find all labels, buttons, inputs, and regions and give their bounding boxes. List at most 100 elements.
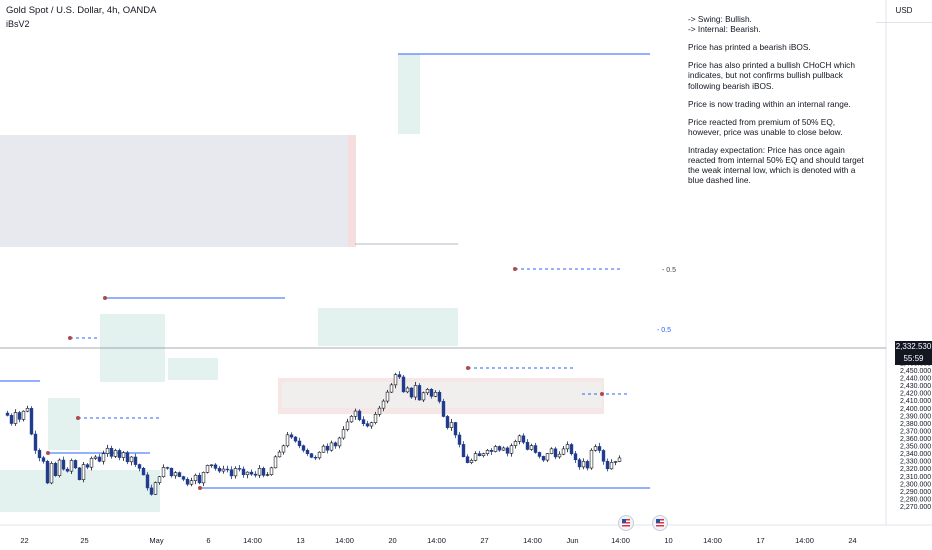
- candle-bear: [117, 450, 122, 458]
- candle-bull: [473, 453, 478, 461]
- candle-bear: [437, 392, 442, 402]
- candle-bull: [205, 465, 210, 473]
- candle-bear: [133, 456, 138, 465]
- us-flag-icon[interactable]: [618, 515, 634, 531]
- candle-bull: [277, 451, 282, 458]
- candle-bull: [113, 450, 118, 457]
- time-tick-label: 17: [756, 536, 764, 545]
- candle-bear: [525, 442, 530, 450]
- current-price-value: 2,332.530: [895, 342, 932, 351]
- internal-note: -> Internal: Bearish.: [688, 24, 761, 35]
- candle-bear: [241, 468, 246, 475]
- note-choch-line: Price has also printed a bullish CHoCH w…: [688, 60, 855, 71]
- time-tick-label: 27: [480, 536, 488, 545]
- candle-bear: [429, 389, 434, 397]
- price-tick-label: 2,300.000: [900, 481, 931, 488]
- candle-bull: [609, 462, 614, 470]
- us-flag-icon[interactable]: [652, 515, 668, 531]
- candle-bear: [305, 449, 310, 454]
- bar-countdown: 55:59: [903, 354, 924, 363]
- candle-bull: [389, 384, 394, 393]
- pivot-dot: [76, 416, 80, 420]
- candle-bull: [373, 413, 378, 424]
- candle-bull: [129, 456, 134, 463]
- pivot-dot: [600, 392, 604, 396]
- candle-bear: [145, 474, 150, 489]
- candle-bear: [37, 450, 42, 459]
- price-tick-label: 2,310.000: [900, 474, 931, 481]
- candle-bull: [173, 472, 178, 477]
- candle-bull: [413, 385, 418, 398]
- candle-bull: [221, 468, 226, 472]
- price-tick-label: 2,430.000: [900, 383, 931, 390]
- candle-bull: [517, 435, 522, 442]
- candle-bear: [293, 436, 298, 442]
- time-tick-label: May: [149, 536, 163, 545]
- candle-bear: [181, 476, 186, 480]
- candle-bull: [369, 422, 374, 427]
- time-tick-label: 22: [20, 536, 28, 545]
- candle-bear: [73, 460, 78, 469]
- candles: [5, 371, 622, 496]
- candle-bull: [257, 468, 262, 476]
- time-tick-label: 6: [206, 536, 210, 545]
- note-eq-line: Price reacted from premium of 50% EQ,: [688, 116, 836, 127]
- candle-bear: [61, 459, 66, 470]
- note-range: Price is now trading within an internal …: [688, 98, 851, 109]
- current-price-tag: 2,332.530 55:59: [895, 341, 932, 365]
- candle-bear: [289, 434, 294, 438]
- candle-bull: [89, 458, 94, 468]
- time-tick-label: 14:00: [611, 536, 630, 545]
- candle-bear: [41, 457, 46, 462]
- candle-bear: [553, 448, 558, 458]
- candle-bull: [509, 445, 514, 454]
- time-tick-label: 20: [388, 536, 396, 545]
- eq-label-1: - 0.5: [662, 267, 676, 274]
- candle-bear: [213, 464, 218, 469]
- candle-bear: [361, 419, 366, 424]
- candle-bull: [273, 456, 278, 469]
- candle-bear: [453, 422, 458, 436]
- pivot-dot: [466, 366, 470, 370]
- candle-bear: [85, 464, 90, 468]
- note-expect-line: the weak internal low, which is denoted …: [688, 165, 856, 176]
- currency-label[interactable]: USD: [876, 0, 932, 23]
- price-tick-label: 2,410.000: [900, 398, 931, 405]
- candle-bull: [617, 457, 622, 462]
- candle-bull: [69, 460, 74, 472]
- demand-zone-left2: [168, 358, 218, 380]
- time-tick-label: 14:00: [703, 536, 722, 545]
- price-tick-label: 2,420.000: [900, 391, 931, 398]
- candle-bear: [197, 474, 202, 484]
- candle-bear: [33, 433, 38, 451]
- candle-bull: [153, 482, 158, 495]
- candle-bull: [345, 421, 350, 430]
- candle-bull: [549, 448, 554, 454]
- time-tick-label: 13: [296, 536, 304, 545]
- candle-bull: [201, 472, 206, 484]
- candle-bear: [605, 460, 610, 470]
- candle-bull: [613, 461, 618, 463]
- candle-bear: [217, 468, 222, 472]
- symbol-title[interactable]: Gold Spot / U.S. Dollar, 4h, OANDA: [6, 5, 157, 16]
- price-tick-label: 2,340.000: [900, 451, 931, 458]
- note-ibos: Price has printed a bearish iBOS.: [688, 42, 811, 53]
- candle-bear: [137, 464, 142, 469]
- candle-bull: [501, 447, 506, 451]
- candle-bear: [177, 472, 182, 477]
- candle-bear: [297, 440, 302, 447]
- candle-bull: [493, 446, 498, 452]
- candle-bull: [425, 389, 430, 394]
- candle-bear: [249, 471, 254, 475]
- price-tick-label: 2,440.000: [900, 376, 931, 383]
- time-tick-label: 14:00: [523, 536, 542, 545]
- candle-bull: [285, 434, 290, 447]
- candle-bear: [601, 450, 606, 462]
- candle-bull: [233, 468, 238, 477]
- candle-bull: [405, 387, 410, 393]
- indicator-name[interactable]: iBsV2: [6, 19, 30, 29]
- candle-bull: [561, 448, 566, 455]
- candle-bear: [401, 376, 406, 393]
- analysis-notes: -> Swing: Bullish. -> Internal: Bearish.…: [688, 14, 873, 193]
